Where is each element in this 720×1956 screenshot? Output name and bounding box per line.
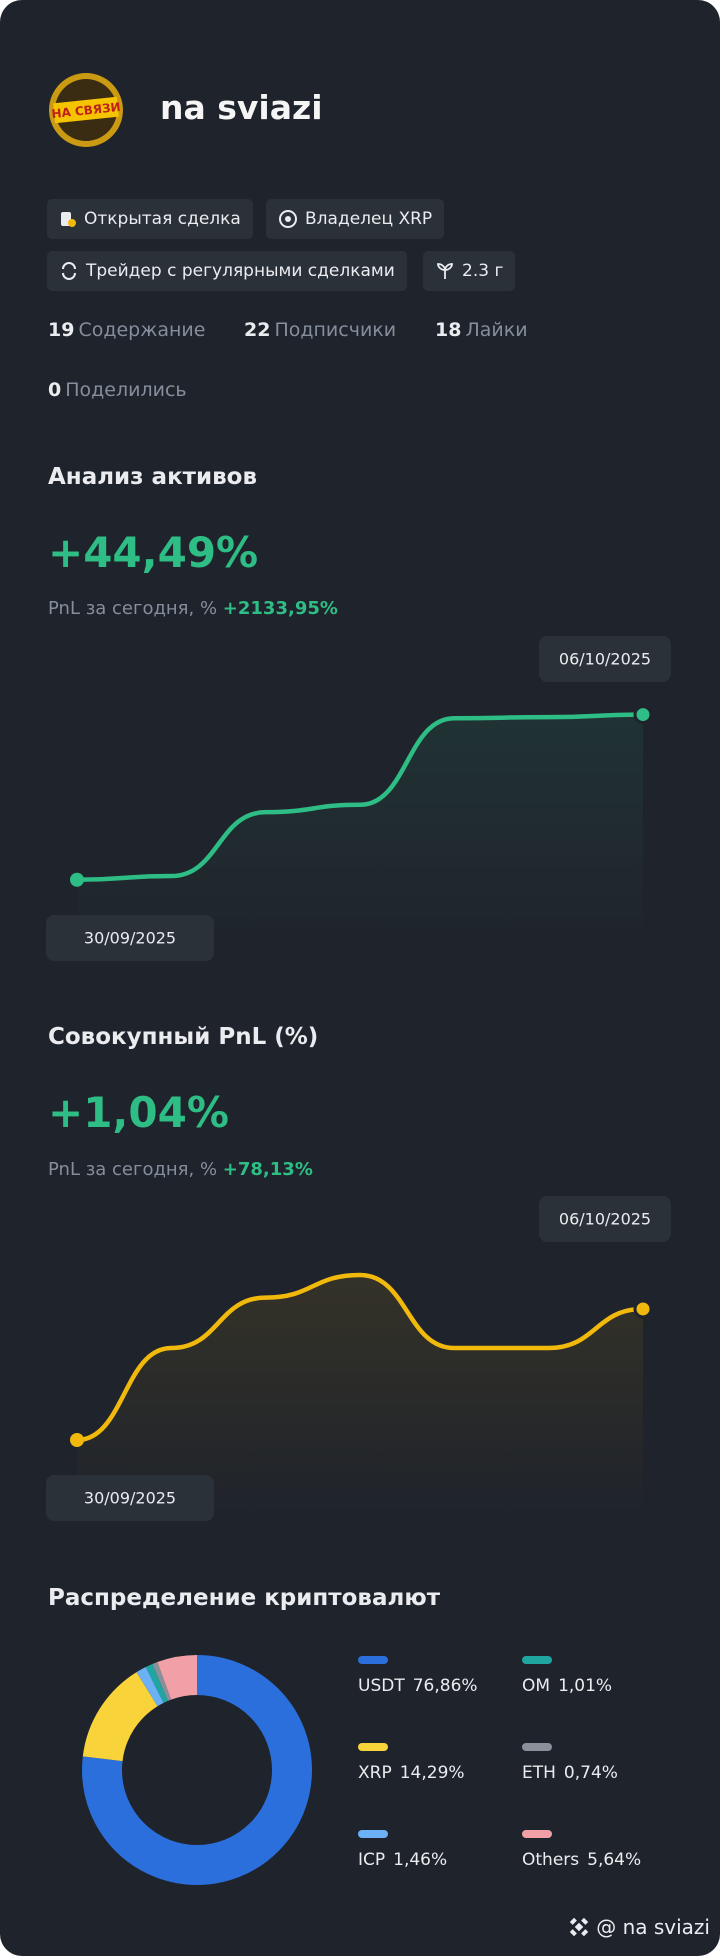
subtitle-text: PnL за сегодня, % (48, 598, 218, 619)
stat-label: Содержание (78, 319, 206, 341)
donut-chart: USDT 76,86% XRP 14,29% ICP 1,46% OM 1,01% ETH 0,7… (82, 1655, 641, 1885)
footer-text: @ na sviazi (596, 1915, 710, 1939)
endpoint-dot (633, 705, 653, 725)
profile-name: na sviazi (160, 88, 323, 127)
stat-count: 18 (435, 319, 462, 341)
badge-text: 2.3 г (462, 261, 504, 281)
legend-swatch (358, 1656, 388, 1664)
section-title: Распределение криптовалют (48, 1585, 441, 1611)
stat-count: 22 (244, 319, 271, 341)
badge-icon (437, 263, 453, 279)
legend-value: 76,86% (413, 1676, 478, 1696)
line-chart: 30/09/2025 06/10/2025 (46, 1196, 671, 1521)
badge[interactable]: 2.3 г (423, 251, 516, 291)
footer: @ na sviazi (566, 1914, 710, 1940)
subtitle-text: PnL за сегодня, % (48, 1159, 218, 1180)
legend-name: USDT (358, 1676, 405, 1696)
legend-swatch (358, 1830, 388, 1838)
tooltip-box (539, 1196, 671, 1242)
badge[interactable]: Владелец XRP (266, 199, 445, 239)
line-series (74, 1272, 646, 1443)
endpoint-dot (633, 1299, 653, 1319)
subtitle: PnL за сегодня, % +2133,95% (48, 598, 338, 619)
tooltip-label: 30/09/2025 (84, 929, 176, 948)
legend-name: ICP (358, 1850, 385, 1870)
legend-value: 0,74% (564, 1763, 618, 1783)
avatar: НА СВЯЗИ (49, 73, 123, 147)
legend-value: 14,29% (400, 1763, 465, 1783)
endpoint-dot (70, 1433, 84, 1447)
tooltip-box (46, 1475, 214, 1521)
line-area (77, 714, 643, 954)
badge-text: Трейдер с регулярными сделками (86, 261, 395, 281)
tooltip-label: 06/10/2025 (559, 650, 651, 669)
stat-count: 0 (48, 379, 62, 401)
legend-value: 1,46% (393, 1850, 447, 1870)
badge-icon (279, 210, 297, 228)
subtitle: PnL за сегодня, % +78,13% (48, 1159, 313, 1180)
legend-swatch (358, 1743, 388, 1751)
donut-segment (82, 1655, 312, 1885)
legend-value: 1,01% (558, 1676, 612, 1696)
subtitle-value: +2133,95% (222, 598, 338, 619)
legend-swatch (522, 1743, 552, 1751)
tooltip-box (46, 915, 214, 961)
stat-label: Поделились (65, 379, 187, 401)
section-title: Совокупный PnL (%) (48, 1024, 319, 1050)
badge[interactable]: Трейдер с регулярными сделками (47, 251, 407, 291)
headline-value: +1,04% (48, 1088, 229, 1137)
headline-value: +44,49% (48, 528, 259, 577)
badge-text: Открытая сделка (84, 209, 241, 229)
stat[interactable]: 19 Содержание (48, 319, 205, 341)
tooltip-label: 06/10/2025 (559, 1210, 651, 1229)
line-chart: 30/09/2025 06/10/2025 (46, 636, 671, 961)
stat[interactable]: 0 Поделились (48, 379, 187, 401)
endpoint-dot (70, 872, 84, 887)
stat-label: Подписчики (274, 319, 397, 341)
section-title: Анализ активов (48, 464, 258, 490)
stat[interactable]: 18 Лайки (435, 319, 528, 341)
legend-name: Others (522, 1850, 579, 1870)
legend-name: ETH (522, 1763, 556, 1783)
stat-count: 19 (48, 319, 75, 341)
stat-label: Лайки (465, 319, 528, 341)
line-area (77, 1274, 643, 1516)
legend-value: 5,64% (587, 1850, 641, 1870)
legend-name: XRP (358, 1763, 392, 1783)
subtitle-value: +78,13% (222, 1159, 313, 1180)
line-series (74, 712, 646, 882)
legend-swatch (522, 1830, 552, 1838)
legend-swatch (522, 1656, 552, 1664)
tooltip-box (539, 636, 671, 682)
stat[interactable]: 22 Подписчики (244, 319, 396, 341)
legend-name: OM (522, 1676, 550, 1696)
badge-text: Владелец XRP (305, 209, 433, 229)
logo (570, 1917, 589, 1937)
badge-icon (61, 212, 76, 227)
tooltip-label: 30/09/2025 (84, 1489, 176, 1508)
badge-icon (62, 262, 76, 280)
badge[interactable]: Открытая сделка (47, 199, 253, 239)
